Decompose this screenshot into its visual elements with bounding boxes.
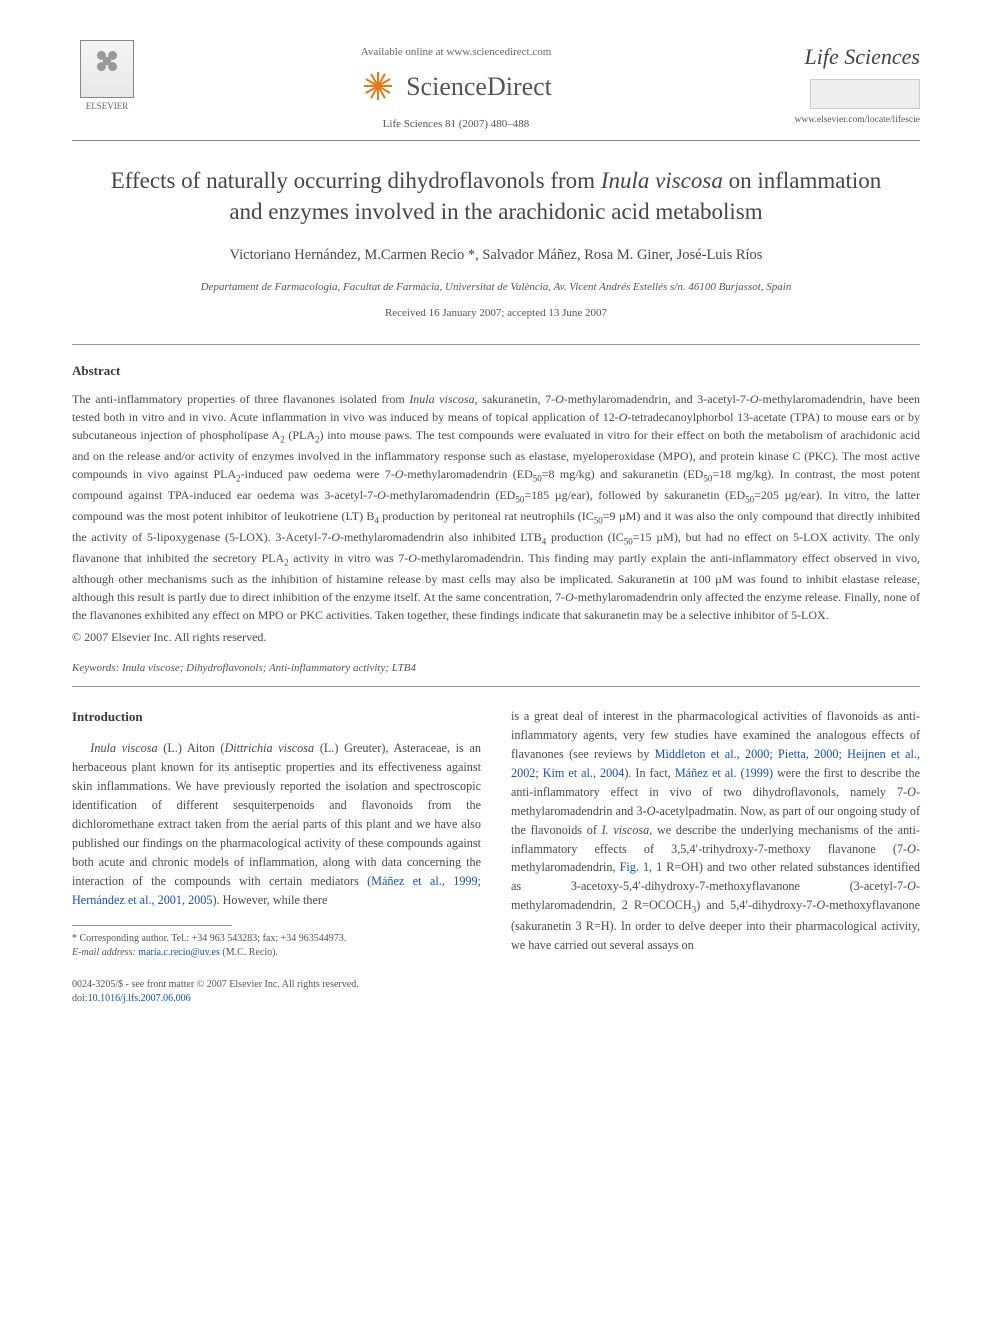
available-online-text: Available online at www.sciencedirect.co… (142, 44, 770, 61)
dates-line: Received 16 January 2007; accepted 13 Ju… (72, 305, 920, 322)
sciencedirect-title: ScienceDirect (406, 67, 552, 106)
introduction-heading: Introduction (72, 707, 481, 727)
citation-line: Life Sciences 81 (2007) 480–488 (142, 116, 770, 133)
publisher-name: ELSEVIER (86, 100, 129, 114)
front-matter-line: 0024-3205/$ - see front matter © 2007 El… (72, 978, 481, 992)
doi-link[interactable]: 10.1016/j.lfs.2007.06.006 (88, 993, 191, 1004)
corr-author-line: * Corresponding author. Tel.: +34 963 54… (72, 932, 481, 946)
intro-paragraph-1: Inula viscosa (L.) Aiton (Dittrichia vis… (72, 739, 481, 909)
abstract-rule (72, 686, 920, 687)
corr-email-line: E-mail address: maria.c.recio@uv.es (M.C… (72, 946, 481, 960)
affiliation-line: Departament de Farmacologia, Facultat de… (72, 279, 920, 296)
authors-line: Victoriano Hernández, M.Carmen Recio *, … (72, 245, 920, 267)
page-header: ELSEVIER Available online at www.science… (72, 40, 920, 132)
article-title: Effects of naturally occurring dihydrofl… (102, 165, 890, 227)
column-left: Introduction Inula viscosa (L.) Aiton (D… (72, 707, 481, 1006)
title-italic: Inula viscosa (601, 168, 723, 193)
footer-meta: 0024-3205/$ - see front matter © 2007 El… (72, 978, 481, 1006)
abstract-copyright: © 2007 Elsevier Inc. All rights reserved… (72, 628, 920, 646)
abstract-heading: Abstract (72, 361, 920, 381)
doi-line: doi:10.1016/j.lfs.2007.06.006 (72, 992, 481, 1006)
keywords-line: Keywords: Inula viscose; Dihydroflavonol… (72, 660, 920, 677)
email-suffix: (M.C. Recio). (222, 947, 278, 958)
journal-cover-thumbnail (810, 79, 920, 109)
sciencedirect-burst-icon (360, 68, 396, 104)
corresponding-author-footnote: * Corresponding author. Tel.: +34 963 54… (72, 932, 481, 960)
journal-box: Life Sciences www.elsevier.com/locate/li… (770, 40, 920, 127)
email-link[interactable]: maria.c.recio@uv.es (138, 947, 220, 958)
keywords-list: Inula viscose; Dihydroflavonols; Anti-in… (122, 662, 416, 674)
journal-name: Life Sciences (770, 40, 920, 73)
body-columns: Introduction Inula viscosa (L.) Aiton (D… (72, 707, 920, 1006)
footnote-rule (72, 925, 232, 926)
center-header: Available online at www.sciencedirect.co… (142, 40, 770, 132)
sciencedirect-brand-row: ScienceDirect (142, 67, 770, 106)
abstract-body: The anti-inflammatory properties of thre… (72, 390, 920, 623)
header-rule (72, 140, 920, 141)
journal-url: www.elsevier.com/locate/lifescie (770, 113, 920, 127)
elsevier-tree-icon (80, 40, 134, 98)
column-right: is a great deal of interest in the pharm… (511, 707, 920, 1006)
keywords-label: Keywords: (72, 662, 119, 674)
title-pre: Effects of naturally occurring dihydrofl… (111, 168, 601, 193)
title-rule (72, 344, 920, 345)
elsevier-logo: ELSEVIER (72, 40, 142, 120)
intro-paragraph-2: is a great deal of interest in the pharm… (511, 707, 920, 955)
doi-label: doi: (72, 993, 88, 1004)
email-label: E-mail address: (72, 947, 136, 958)
